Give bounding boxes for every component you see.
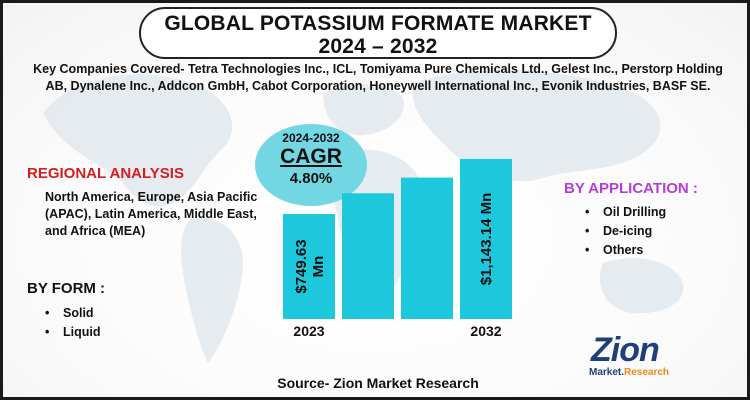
key-companies-text: Key Companies Covered- Tetra Technologie… <box>33 62 723 93</box>
cagr-value: 4.80% <box>289 170 333 187</box>
cagr-period: 2024-2032 <box>282 131 340 145</box>
bar-mid-2 <box>401 177 453 319</box>
application-item: Oil Drilling <box>585 203 666 222</box>
by-application-heading: BY APPLICATION : <box>564 180 698 197</box>
x-tick-label: 2032 <box>470 323 501 339</box>
bar-2023 <box>283 214 335 319</box>
title-line-2: 2024 – 2032 <box>318 35 438 58</box>
market-bar-chart: $749.63Mn 2023 $1,143.14 Mn 2032 <box>283 158 512 339</box>
title-line-1: GLOBAL POTASSIUM FORMATE MARKET <box>164 12 592 35</box>
regional-analysis-text: North America, Europe, Asia Pacific (APA… <box>45 190 258 238</box>
title-banner: GLOBAL POTASSIUM FORMATE MARKET 2024 – 2… <box>139 7 617 59</box>
application-item: Others <box>585 241 666 260</box>
form-item: Solid <box>45 304 101 323</box>
zion-logo: Zion Market.Research <box>587 331 687 383</box>
regional-analysis-heading: REGIONAL ANALYSIS <box>27 165 184 182</box>
by-form-heading: BY FORM : <box>27 280 106 297</box>
logo-subtitle: Market.Research <box>589 367 670 378</box>
bar-mid-1 <box>342 193 394 319</box>
cagr-bubble: 2024-2032 CAGR 4.80% <box>255 124 367 206</box>
application-item: De-icing <box>585 222 666 241</box>
bar-data-label: $749.63Mn <box>293 239 327 293</box>
cagr-label: CAGR <box>280 145 342 168</box>
application-list: Oil Drilling De-icing Others <box>585 203 666 260</box>
bar-data-label: $1,143.14 Mn <box>478 193 495 286</box>
form-list: Solid Liquid <box>45 304 101 342</box>
bar-2032 <box>460 158 512 319</box>
x-tick-label: 2023 <box>293 323 324 339</box>
form-item: Liquid <box>45 323 101 342</box>
logo-wordmark: Zion <box>591 331 660 369</box>
source-text: Source- Zion Market Research <box>277 375 479 391</box>
